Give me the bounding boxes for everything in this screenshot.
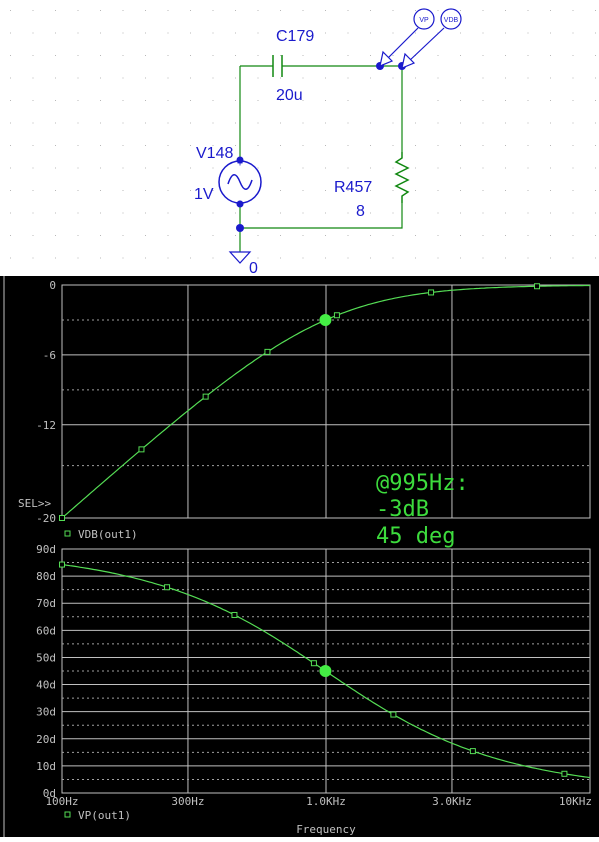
sel-marker: SEL>>: [18, 497, 51, 510]
annotation-line-2: -3dB: [376, 497, 429, 522]
vdb-series-marker: [59, 515, 65, 522]
x-axis-label: Frequency: [296, 823, 356, 836]
vp-series-marker: [561, 770, 568, 777]
svg-text:+: +: [237, 158, 243, 169]
schematic-grid-dots: [10, 10, 596, 259]
probe-vp[interactable]: VP: [379, 8, 435, 67]
plot1-y-tick-label: 0: [49, 279, 56, 292]
plot2-y-tick-label: 60d: [36, 624, 56, 637]
plot2-y-tick-label: 50d: [36, 651, 56, 664]
plot2-y-tick-label: 20d: [36, 733, 56, 746]
plot2-y-tick-label: 10d: [36, 760, 56, 773]
vdb-series-marker: [264, 348, 271, 355]
x-tick-label: 1.0KHz: [306, 795, 346, 808]
plot2-y-tick-label: 90d: [36, 543, 56, 556]
capacitor-value: 20u: [276, 87, 303, 104]
plot2-y-tick-label: 40d: [36, 679, 56, 692]
resistor-symbol[interactable]: [394, 152, 410, 203]
schematic-background: [0, 0, 599, 276]
plot2-y-tick-label: 70d: [36, 597, 56, 610]
vdb-series-marker: [534, 283, 541, 290]
plot2-grid: [62, 549, 590, 793]
plot1-y-tick-label: -20: [36, 512, 56, 525]
vdb-series-cursor-point[interactable]: [319, 313, 332, 326]
vp-series-marker: [231, 611, 238, 618]
plot-background: [0, 276, 599, 837]
capacitor-name: C179: [276, 28, 314, 45]
plot1-y-tick-labels: 0 -6 -12 -20: [36, 279, 56, 525]
plot1-legend-label: VDB(out1): [78, 528, 138, 541]
vp-series-marker: [390, 711, 397, 718]
schematic: C179 20u + - V148 1V R457 8 0: [0, 0, 599, 277]
plot1-y-tick-label: -12: [36, 419, 56, 432]
plot2-y-tick-label: 0d: [43, 787, 56, 800]
ground-symbol: [228, 251, 252, 264]
x-tick-label: 10KHz: [559, 795, 592, 808]
vp-series-cursor-point[interactable]: [319, 665, 332, 677]
cursor-annotation: @995Hz: -3dB 45 deg: [376, 471, 469, 549]
vdb-series-marker: [333, 312, 340, 319]
vdb-series-marker: [428, 289, 435, 296]
capacitor-symbol[interactable]: [272, 55, 283, 77]
x-tick-label: 3.0KHz: [432, 795, 472, 808]
plot2-legend: VP(out1): [64, 809, 131, 822]
resistor-name: R457: [334, 179, 372, 196]
wire-bottom: [240, 203, 403, 229]
annotation-line-1: @995Hz:: [376, 471, 469, 496]
vp-series-marker: [310, 660, 317, 667]
plot2-legend-marker: [64, 811, 71, 818]
ground-label: 0: [249, 260, 258, 277]
plot1-y-tick-label: -6: [43, 349, 56, 362]
probe-vdb[interactable]: VDB: [401, 8, 462, 69]
probe-vdb-label: VDB: [444, 17, 459, 24]
source-name: V148: [196, 145, 233, 162]
plot2-y-tick-label: 80d: [36, 570, 56, 583]
x-tick-label: 300Hz: [171, 795, 204, 808]
vp-series-marker: [164, 584, 171, 591]
plot1-legend: VDB(out1): [64, 528, 138, 541]
probe-vp-label: VP: [419, 17, 429, 24]
plot1-legend-marker: [64, 530, 71, 537]
vp-series-marker: [59, 561, 65, 568]
x-tick-labels: 100Hz 300Hz 1.0KHz 3.0KHz 10KHz: [45, 795, 592, 808]
vp-series-marker: [469, 748, 476, 755]
plot2-series: [59, 561, 591, 779]
plot2-y-tick-label: 30d: [36, 706, 56, 719]
vdb-series-marker: [202, 393, 209, 400]
annotation-line-3: 45 deg: [376, 524, 455, 549]
vdb-series-marker: [138, 446, 145, 453]
x-tick-label: 100Hz: [45, 795, 78, 808]
plot2-legend-label: VP(out1): [78, 809, 131, 822]
plot2-y-tick-labels: 90d 80d 70d 60d 50d 40d 30d 20d 10d 0d: [36, 543, 56, 800]
resistor-value: 8: [356, 203, 365, 220]
probe-window: 0-6-12-20 90d80d70d60d50d40d30d20d10d0d …: [0, 276, 599, 837]
source-value: 1V: [194, 186, 214, 203]
plot1-series: [59, 283, 590, 522]
